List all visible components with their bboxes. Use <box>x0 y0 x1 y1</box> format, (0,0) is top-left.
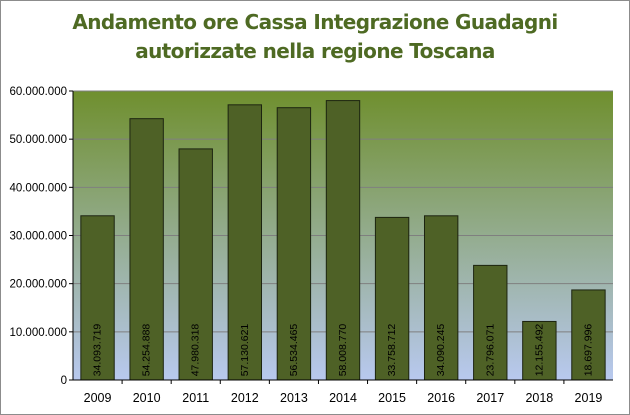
x-axis: 2009 2010 2011 2012 2013 2014 2015 2016 2017 2018… <box>73 379 613 405</box>
y-tick-label: 10.000.000 <box>9 327 67 339</box>
data-label: 57.130.621 <box>239 324 251 377</box>
data-label: 34.093.719 <box>92 324 104 377</box>
x-tick-label: 2017 <box>476 391 504 405</box>
x-tick-label: 2010 <box>133 391 161 405</box>
chart-title: Andamento ore Cassa Integrazione Guadagn… <box>72 10 558 63</box>
x-tick-label: 2011 <box>182 391 209 405</box>
bar-2009 <box>80 215 115 381</box>
data-label: 54.254.888 <box>141 324 153 377</box>
bar-2011 <box>178 148 213 381</box>
bar-2017 <box>473 264 508 381</box>
x-tick-label: 2016 <box>427 391 455 405</box>
y-tick-label: 60.000.000 <box>9 86 67 98</box>
data-label: 56.534.465 <box>288 324 300 377</box>
data-label: 47.980.318 <box>190 324 202 377</box>
x-tick-label: 2015 <box>378 391 406 405</box>
x-tick-label: 2012 <box>231 391 259 405</box>
y-tick-label: 0 <box>61 375 67 387</box>
x-tick-label: 2019 <box>575 391 603 405</box>
y-tick-label: 20.000.000 <box>9 279 67 291</box>
y-tick-label: 40.000.000 <box>9 182 67 194</box>
data-label: 23.796.071 <box>484 324 496 377</box>
data-label: 18.697.996 <box>582 324 594 377</box>
bar-2012 <box>227 104 263 381</box>
bar-2015 <box>374 216 410 381</box>
data-label: 33.758.712 <box>386 324 398 377</box>
data-label: 12.155.492 <box>533 324 545 377</box>
bar-2018 <box>522 320 557 381</box>
x-tick-label: 2009 <box>84 391 112 405</box>
x-tick-label: 2014 <box>329 391 357 405</box>
y-tick-label: 30.000.000 <box>9 231 67 243</box>
x-tick-label: 2013 <box>280 391 308 405</box>
y-tick-label: 50.000.000 <box>9 134 67 146</box>
bar-2016 <box>423 215 459 381</box>
x-tick-label: 2018 <box>525 391 553 405</box>
y-axis: 0 10.000.000 20.000.000 30.000.000 40.000.00… <box>9 86 74 387</box>
data-label: 34.090.245 <box>435 324 447 377</box>
data-label: 58.008.770 <box>337 324 349 377</box>
bar-2013 <box>276 107 312 381</box>
